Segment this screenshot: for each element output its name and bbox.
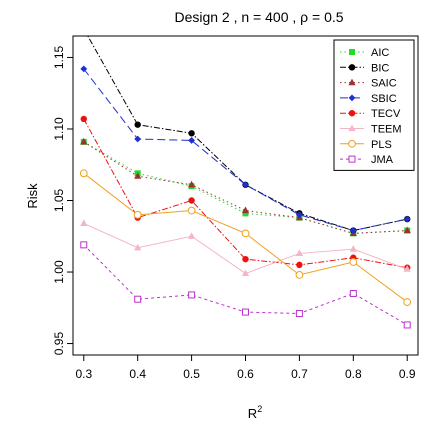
series-pls <box>79 169 412 306</box>
legend-marker-saic <box>348 78 356 86</box>
data-point-jma <box>80 241 88 249</box>
legend-item-pls: PLS <box>340 139 392 151</box>
legend-label-teem: TEEM <box>371 124 402 136</box>
data-point-saic <box>187 180 196 188</box>
legend-label-bic: BIC <box>371 62 389 74</box>
legend-marker-pls <box>348 139 356 148</box>
legend-item-bic: BIC <box>340 62 389 74</box>
legend-label-pls: PLS <box>371 139 392 151</box>
legend-marker-teem <box>348 124 356 132</box>
legend-item-aic: AIC <box>340 47 389 59</box>
data-point-bic <box>81 26 87 32</box>
x-tick-label: 0.6 <box>237 367 254 381</box>
legend-marker-tecv <box>348 110 356 117</box>
legend-item-teem: TEEM <box>340 124 402 136</box>
x-tick-label: 0.3 <box>75 367 92 381</box>
data-point-pls <box>349 258 358 266</box>
data-point-teem <box>295 249 304 257</box>
y-tick-label: 1.10 <box>52 117 66 141</box>
x-tick-label: 0.8 <box>345 367 362 381</box>
data-point-sbic <box>403 215 411 223</box>
data-point-sbic <box>80 65 88 73</box>
y-tick-label: 1.00 <box>52 260 66 284</box>
data-point-sbic <box>134 135 142 143</box>
legend-marker-aic <box>349 49 355 55</box>
x-axis-label-main: R <box>248 406 257 421</box>
legend-label-aic: AIC <box>371 47 389 59</box>
y-tick-label: 0.95 <box>52 332 66 356</box>
data-point-teem <box>403 265 411 272</box>
x-tick-label: 0.4 <box>129 367 146 381</box>
data-point-pls <box>241 229 250 238</box>
legend-marker-sbic <box>348 94 356 102</box>
x-axis-label-superscript: 2 <box>257 404 262 414</box>
legend-item-tecv: TECV <box>340 108 401 120</box>
series-jma <box>80 241 411 329</box>
legend-item-jma: JMA <box>340 154 394 166</box>
data-point-sbic <box>296 211 303 219</box>
data-point-pls <box>79 169 88 178</box>
legend-label-sbic: SBIC <box>371 93 397 105</box>
data-point-teem <box>80 219 88 226</box>
legend-label-jma: JMA <box>371 154 394 166</box>
data-point-tecv <box>80 115 87 123</box>
data-point-saic <box>80 137 88 145</box>
data-point-tecv <box>242 255 249 263</box>
data-point-jma <box>242 308 249 316</box>
data-point-jma <box>295 310 303 318</box>
legend-marker-jma <box>348 155 356 163</box>
series-layer <box>79 26 412 329</box>
data-point-sbic <box>188 137 195 144</box>
y-tick-label: 1.15 <box>52 45 66 69</box>
data-point-bic <box>134 121 141 128</box>
data-point-jma <box>188 291 196 299</box>
data-point-sbic <box>349 227 357 234</box>
legend-marker-bic <box>348 64 356 71</box>
data-point-teem <box>241 269 250 277</box>
data-point-aic <box>242 210 249 217</box>
data-point-saic <box>134 172 142 179</box>
data-point-pls <box>133 210 142 219</box>
legend-box <box>333 39 415 171</box>
data-point-saic <box>403 226 411 234</box>
data-point-jma <box>403 321 411 329</box>
data-point-tecv <box>296 261 303 269</box>
legend-label-saic: SAIC <box>371 78 397 90</box>
y-axis: 0.95 1.00 1.05 1.10 1.15 <box>52 45 73 355</box>
data-point-teem <box>187 232 196 239</box>
data-point-pls <box>187 206 196 215</box>
legend: AIC BIC SAIC SBIC TECV TEEM PLS JMA <box>333 39 415 171</box>
data-point-sbic <box>242 181 249 189</box>
legend-label-tecv: TECV <box>371 108 401 120</box>
data-point-bic <box>188 130 195 137</box>
y-tick-label: 1.05 <box>52 189 66 213</box>
series-line-pls <box>83 172 408 303</box>
data-point-saic <box>241 206 250 214</box>
x-axis: 0.3 0.4 0.5 0.6 0.7 0.8 0.9 <box>75 355 416 381</box>
chart-title: Design 2 , n = 400 , ρ = 0.5 <box>174 9 343 25</box>
x-axis-label: R2 <box>248 404 262 421</box>
y-axis-label: Risk <box>25 183 40 209</box>
data-point-teem <box>349 245 357 252</box>
data-point-jma <box>134 295 142 303</box>
x-tick-label: 0.9 <box>399 367 416 381</box>
series-sbic <box>80 65 411 234</box>
legend-item-sbic: SBIC <box>340 93 397 105</box>
x-tick-label: 0.7 <box>291 367 308 381</box>
series-teem <box>80 219 411 277</box>
legend-item-saic: SAIC <box>340 78 397 90</box>
data-point-pls <box>403 298 412 306</box>
data-point-pls <box>295 270 304 279</box>
data-point-jma <box>349 289 357 297</box>
data-point-teem <box>134 243 142 251</box>
data-point-tecv <box>188 197 195 204</box>
x-tick-label: 0.5 <box>183 367 200 381</box>
